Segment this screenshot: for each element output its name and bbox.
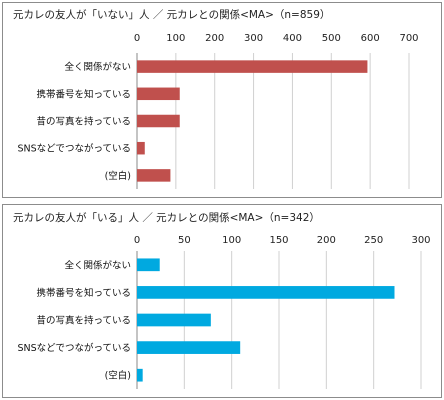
category-label: 昔の写真を持っている bbox=[36, 315, 131, 327]
x-tick-label: 200 bbox=[205, 33, 224, 44]
bar bbox=[137, 60, 368, 73]
bar bbox=[137, 368, 143, 382]
bar bbox=[137, 313, 211, 327]
x-tick-label: 250 bbox=[364, 235, 383, 246]
category-label: SNSなどでつながっている bbox=[17, 143, 131, 155]
x-tick-label: 100 bbox=[222, 235, 241, 246]
x-tick-label: 0 bbox=[134, 33, 140, 44]
bar bbox=[137, 341, 241, 354]
category-label: 昔の写真を持っている bbox=[36, 116, 131, 128]
bar bbox=[137, 114, 180, 128]
category-label: 携帯番号を知っている bbox=[36, 88, 131, 100]
bar bbox=[137, 141, 145, 155]
category-label: (空白) bbox=[105, 170, 131, 182]
x-tick-label: 300 bbox=[244, 33, 263, 44]
x-tick-label: 200 bbox=[317, 235, 336, 246]
chart-title: 元カレの友人が「いる」人 ／ 元カレとの関係<MA>（n=342） bbox=[13, 211, 320, 224]
category-label: (空白) bbox=[105, 370, 131, 382]
x-tick-label: 50 bbox=[178, 235, 191, 246]
category-label: 全く関係がない bbox=[64, 259, 131, 271]
x-tick-label: 300 bbox=[411, 235, 430, 246]
x-tick-label: 400 bbox=[283, 33, 302, 44]
bar-chart-top: 元カレの友人が「いない」人 ／ 元カレとの関係<MA>（n=859） 0 100 20… bbox=[13, 8, 419, 189]
chart-title: 元カレの友人が「いない」人 ／ 元カレとの関係<MA>（n=859） bbox=[13, 8, 330, 21]
bar bbox=[137, 258, 160, 272]
x-tick-label: 150 bbox=[269, 235, 288, 246]
x-tick-label: 0 bbox=[134, 235, 140, 246]
bar bbox=[137, 286, 395, 299]
bar-chart-bottom: 元カレの友人が「いる」人 ／ 元カレとの関係<MA>（n=342） 0 50 100 1… bbox=[13, 211, 431, 389]
chart-panel-bottom: 元カレの友人が「いる」人 ／ 元カレとの関係<MA>（n=342） 0 50 100 1… bbox=[2, 204, 442, 398]
category-label: 携帯番号を知っている bbox=[36, 287, 131, 299]
bar bbox=[137, 169, 171, 182]
x-tick-label: 600 bbox=[361, 33, 380, 44]
category-label: 全く関係がない bbox=[64, 61, 131, 73]
x-tick-label: 700 bbox=[399, 33, 418, 44]
category-label: SNSなどでつながっている bbox=[17, 342, 131, 354]
x-tick-label: 500 bbox=[322, 33, 341, 44]
x-tick-label: 100 bbox=[166, 33, 185, 44]
bar bbox=[137, 87, 180, 101]
chart-panel-top: 元カレの友人が「いない」人 ／ 元カレとの関係<MA>（n=859） 0 100 20… bbox=[2, 2, 442, 198]
